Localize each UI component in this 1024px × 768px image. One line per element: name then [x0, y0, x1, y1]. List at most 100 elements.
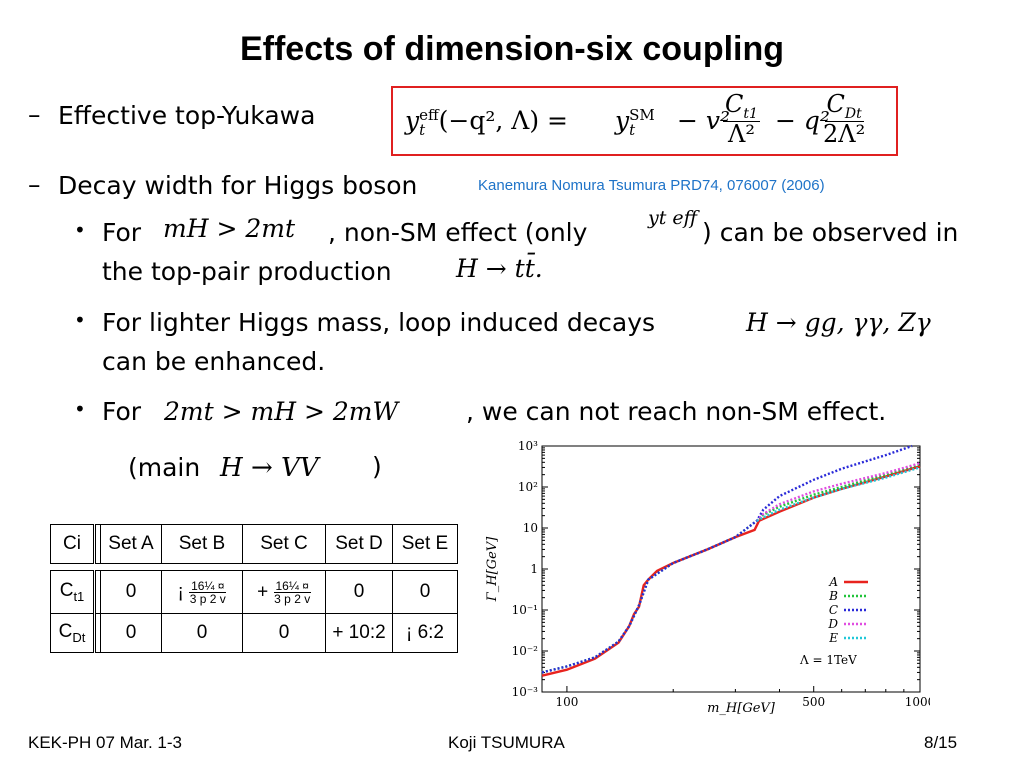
formula-box: y eff t (−q², Λ) = y SM t − v² Ct1 Λ² − q² CD… [391, 86, 898, 156]
legend-annotation: Λ = 1TeV [799, 653, 857, 667]
sub1-for: For [102, 218, 142, 247]
table-cell: + 10:2 [325, 613, 393, 653]
sub1-non-sm-effect: , non-SM effect (only [328, 218, 588, 247]
y-axis-label: Γ_H[GeV] [485, 536, 500, 602]
table-cell-c-frac: 16¼ ¤ 3 p 2 v [273, 578, 311, 606]
table-cell-b-frac-den: 3 p 2 v [189, 591, 226, 606]
reference-citation: Kanemura Nomura Tsumura PRD74, 076007 (2… [478, 177, 825, 194]
chart-axes: 10³ 10² 10 1 10⁻¹ 10⁻² 10⁻³ 100 500 1000 m_H[GeV] Γ… [485, 439, 930, 716]
sub1-observed: ) can be observed in [702, 218, 959, 247]
formula-term2: − v² [677, 106, 731, 135]
table-header-row: Ci Set A Set B Set C Set D Set E [50, 524, 458, 564]
table-cell: 0 [161, 613, 243, 653]
table-cell: 0 [392, 570, 458, 614]
series-line-b [541, 463, 921, 674]
formula-frac1-num: Ct1 [723, 92, 760, 122]
formula-lhs-args: (−q², Λ) = [438, 106, 568, 135]
formula-frac1-c: C [725, 90, 744, 118]
table-row-cdt-label: CDt [50, 613, 95, 653]
table-row: Ct1 0 ¡ 16¼ ¤ 3 p 2 v + 16¼ ¤ 3 p 2 v 0 0 [50, 570, 458, 614]
table-cell: 0 [325, 570, 393, 614]
series-line-e [756, 466, 921, 522]
ct1-c: C [59, 580, 74, 602]
sub3-close-paren: ) [372, 452, 382, 481]
sub-bullet-dot-1: • [74, 218, 86, 242]
legend-label-a: A [828, 575, 838, 589]
y-tick-label: 10⁻² [512, 644, 539, 658]
sub2-enhanced: can be enhanced. [102, 347, 326, 376]
table-cell-c-frac-num: 16¼ ¤ [273, 578, 311, 593]
formula-frac1: Ct1 Λ² [723, 92, 760, 146]
legend-label-e: E [828, 631, 838, 645]
bullet-decay-width: Decay width for Higgs boson [58, 171, 418, 200]
table-cell-c-frac-den: 3 p 2 v [274, 591, 311, 606]
formula-frac2: CDt 2Λ² [823, 92, 865, 146]
table-row-ct1-label: Ct1 [50, 570, 95, 614]
formula-frac2-den: 2Λ² [823, 119, 866, 148]
formula-lhs-y: y [405, 106, 420, 135]
x-tick-label: 1000 [905, 695, 930, 709]
table-row: CDt 0 0 0 + 10:2 ¡ 6:2 [50, 613, 458, 653]
higgs-width-chart: 10³ 10² 10 1 10⁻¹ 10⁻² 10⁻³ 100 500 1000 m_H[GeV] Γ… [485, 439, 930, 716]
table-header-ci-text: Ci [63, 533, 81, 554]
table-cell-b-sign: ¡ [177, 581, 184, 603]
formula-term1-y: y [615, 106, 630, 135]
sub1-math-mh-gt-2mt: mH > 2mt [163, 214, 296, 243]
sub3-cannot-reach: , we can not reach non-SM effect. [466, 397, 887, 426]
sub2-math-loop-decays: H → gg, γγ, Zγ [746, 308, 931, 337]
table-cell-c-sign: + [257, 581, 269, 603]
coupling-table: Ci Set A Set B Set C Set D Set E Ct1 0 ¡… [50, 524, 458, 653]
formula-term1-sup: SM [629, 105, 655, 124]
sub-bullet-dot-3: • [74, 397, 86, 421]
table-cell: 0 [242, 613, 326, 653]
chart-lines [541, 444, 921, 677]
slide-title: Effects of dimension-six coupling [239, 30, 785, 68]
y-tick-label: 10² [518, 480, 538, 494]
bullet-dash-2: – [28, 170, 41, 199]
footer-page-number: 8/15 [924, 733, 958, 752]
table-cell: 0 [100, 613, 162, 653]
legend-label-c: C [829, 603, 838, 617]
sub-bullet-dot-2: • [74, 308, 86, 332]
y-tick-label: 10³ [518, 439, 538, 453]
table-header-ci: Ci [50, 524, 95, 564]
legend-label-b: B [828, 589, 838, 603]
sub3-main: (main [128, 453, 201, 482]
ct1-sub: t1 [73, 588, 85, 604]
sub3-math-mass-range: 2mt > mH > 2mW [164, 397, 399, 426]
y-tick-label: 10 [523, 521, 538, 535]
formula-frac1-sub: t1 [743, 105, 758, 122]
sub3-math-h-vv: H → VV [220, 453, 319, 483]
bullet-effective-top-yukawa: Effective top-Yukawa [58, 101, 316, 130]
formula-term3: − q² [775, 106, 830, 135]
y-tick-label: 10⁻¹ [512, 603, 538, 617]
sub1-math-h-tt: H → tt̄. [456, 254, 543, 283]
legend-label-d: D [827, 617, 838, 631]
x-tick-label: 100 [555, 695, 578, 709]
table-header-set-e: Set E [392, 524, 458, 564]
formula-lhs-sup: eff [419, 105, 439, 124]
formula-frac1-den: Λ² [727, 119, 755, 148]
table-cell-b-frac-num: 16¼ ¤ [189, 578, 227, 593]
sub3-for: For [102, 397, 142, 426]
formula-frac2-sub: Dt [844, 105, 862, 122]
table-header-set-a: Set A [100, 524, 162, 564]
y-tick-label: 10⁻³ [512, 685, 539, 699]
bullet-dash-1: – [28, 100, 41, 129]
sub1-math-yt-eff: yt eff [648, 207, 698, 229]
x-axis-label: m_H[GeV] [707, 701, 776, 716]
table-header-set-b: Set B [161, 524, 243, 564]
table-cell-b-frac: 16¼ ¤ 3 p 2 v [189, 578, 227, 606]
table-cell: 0 [100, 570, 162, 614]
table-cell: + 16¼ ¤ 3 p 2 v [242, 570, 326, 614]
formula-lhs-sub: t [419, 120, 426, 139]
footer-author: Koji TSUMURA [448, 733, 565, 752]
formula-lhs: y eff t (−q², Λ) = [405, 106, 568, 138]
series-line-d [755, 462, 921, 522]
x-tick-label: 500 [802, 695, 825, 709]
coupling-table-body: Ct1 0 ¡ 16¼ ¤ 3 p 2 v + 16¼ ¤ 3 p 2 v 0 0 … [50, 570, 458, 653]
formula-frac2-c: C [826, 90, 845, 118]
footer-conference: KEK-PH 07 Mar. 1-3 [28, 733, 183, 752]
coupling-table-header: Ci Set A Set B Set C Set D Set E [50, 524, 458, 564]
